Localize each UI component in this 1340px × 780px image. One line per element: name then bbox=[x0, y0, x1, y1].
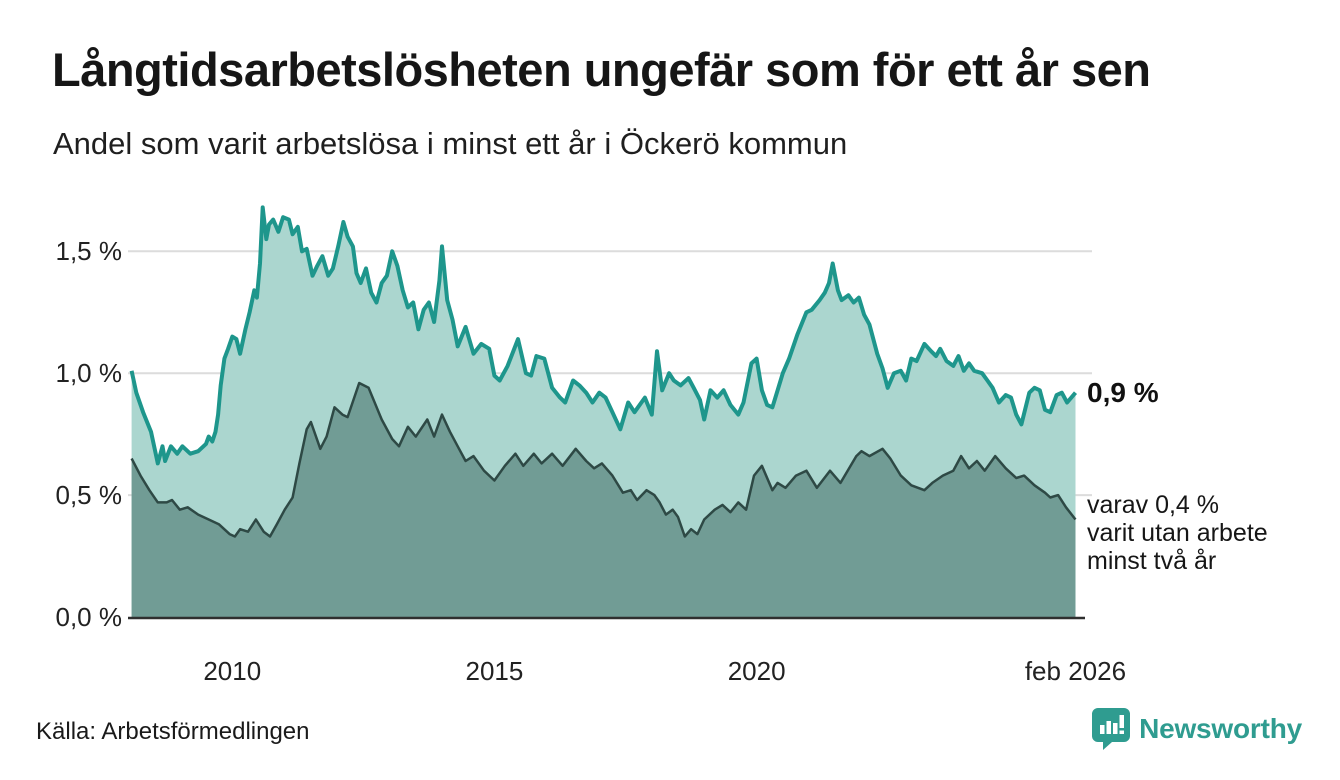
newsworthy-logo: Newsworthy bbox=[1092, 708, 1302, 750]
y-axis-tick-label: 1,5 % bbox=[55, 236, 123, 267]
annotation-line: varit utan arbete bbox=[1087, 519, 1268, 548]
chart-line-two-year bbox=[130, 381, 1077, 538]
y-axis-tick-label: 0,5 % bbox=[55, 480, 123, 511]
x-axis-tick-label: 2010 bbox=[203, 656, 262, 686]
y-axis-tick-label: 0,0 % bbox=[55, 602, 123, 632]
newsworthy-logo-text: Newsworthy bbox=[1139, 713, 1302, 744]
chart-line-total bbox=[129, 205, 1078, 466]
latest-two-year-annotation: varav 0,4 % varit utan arbete minst två … bbox=[1087, 491, 1268, 575]
annotation-line: varav 0,4 % bbox=[1087, 491, 1220, 520]
annotation-line: minst två år bbox=[1087, 547, 1217, 576]
page-title: Långtidsarbetslösheten ungefär som för e… bbox=[52, 43, 1151, 96]
x-axis-tick-label: feb 2026 bbox=[1024, 656, 1127, 686]
x-axis-tick-label: 2015 bbox=[465, 656, 524, 686]
page-subtitle: Andel som varit arbetslösa i minst ett å… bbox=[53, 126, 848, 161]
chart-area-two-year bbox=[131, 383, 1076, 617]
newsworthy-logo-icon bbox=[1092, 708, 1131, 750]
x-axis-tick-label: 2020 bbox=[727, 656, 786, 686]
source-label: Källa: Arbetsförmedlingen bbox=[36, 718, 310, 745]
latest-total-value-label: 0,9 % bbox=[1087, 376, 1159, 408]
y-axis-tick-label: 1,0 % bbox=[55, 358, 123, 389]
